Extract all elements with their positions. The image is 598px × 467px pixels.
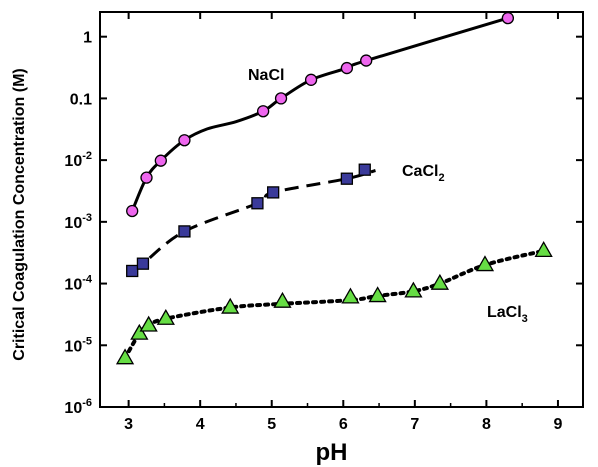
x-tick-label: 4 (196, 416, 205, 433)
data-point-nacl (140, 171, 153, 184)
y-tick-label: 1 (83, 30, 92, 47)
y-tick-label: 10-2 (64, 150, 92, 170)
x-tick-label: 3 (124, 416, 133, 433)
data-point-nacl (154, 154, 167, 167)
data-point-cacl (126, 264, 139, 278)
data-point-lacl (430, 273, 450, 290)
series-label-nacl: NaCl (248, 67, 284, 84)
x-tick-label: 8 (482, 416, 491, 433)
data-point-lacl (221, 297, 240, 314)
y-tick-label: 0.1 (70, 91, 92, 108)
data-point-lacl (404, 281, 423, 298)
y-axis-title: Critical Coagulation Concentration (M) (11, 68, 28, 360)
y-tick-label: 10-3 (64, 212, 92, 232)
data-point-cacl (358, 163, 371, 176)
data-point-nacl (304, 73, 318, 86)
data-point-lacl (534, 241, 553, 258)
data-point-nacl (340, 61, 354, 75)
x-tick-label: 9 (554, 416, 563, 433)
data-point-nacl (501, 11, 515, 25)
data-point-nacl (274, 92, 288, 105)
x-tick-label: 6 (339, 416, 348, 433)
y-tick-label: 10-5 (64, 335, 92, 355)
series-label-cacl: CaCl2 (402, 163, 445, 184)
data-point-nacl (126, 204, 139, 218)
y-tick-label: 10-6 (64, 397, 92, 417)
x-tick-label: 5 (267, 416, 276, 433)
data-point-cacl (340, 172, 354, 185)
data-point-lacl (139, 315, 158, 332)
data-point-cacl (251, 197, 264, 210)
data-point-lacl (368, 286, 387, 303)
y-tick-label: 10-4 (64, 274, 92, 294)
x-axis-title: pH (316, 439, 348, 466)
data-point-nacl (256, 105, 270, 118)
data-point-lacl (273, 291, 292, 308)
data-point-nacl (178, 134, 191, 147)
x-tick-label: 7 (410, 416, 419, 433)
data-point-lacl (130, 323, 149, 340)
data-point-nacl (360, 54, 373, 67)
plot-frame (99, 11, 584, 408)
data-point-cacl (136, 257, 150, 270)
data-point-lacl (341, 287, 360, 304)
series-label-lacl: LaCl3 (487, 304, 528, 325)
data-point-lacl (475, 255, 495, 272)
data-point-lacl (156, 308, 175, 325)
data-point-cacl (267, 186, 280, 199)
data-point-cacl (178, 225, 191, 238)
data-point-lacl (115, 348, 135, 365)
series-line-cacl (131, 169, 376, 273)
